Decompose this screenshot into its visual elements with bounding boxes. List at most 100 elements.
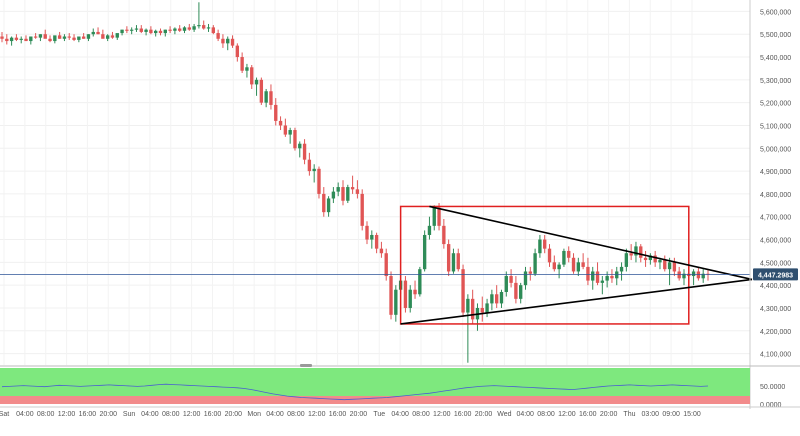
candle [72, 34, 76, 42]
candle-body [206, 27, 211, 29]
y-tick-label: 5,600,000 [760, 9, 791, 16]
candle [206, 23, 211, 32]
candle-body [125, 29, 129, 31]
x-tick-label: 08:00 [162, 411, 180, 418]
candle-body [547, 248, 552, 263]
candle-body [485, 303, 489, 313]
x-tick-label: Sun [123, 411, 136, 418]
candle-body [619, 266, 624, 272]
candle [595, 262, 600, 286]
candle [427, 216, 432, 240]
candle-body [57, 35, 62, 39]
candle-body [19, 38, 23, 40]
indicator-upper-zone [0, 368, 750, 396]
candle [67, 33, 71, 40]
x-tick-label: 16:00 [454, 411, 472, 418]
candle [105, 34, 110, 42]
candle [326, 196, 331, 217]
candle-body [442, 225, 446, 245]
candle-body [9, 37, 14, 42]
candle-body [567, 250, 571, 258]
candle [394, 285, 398, 322]
candle [0, 31, 4, 43]
candle [543, 234, 547, 254]
candle-body [461, 269, 465, 313]
candle [432, 205, 436, 231]
candle [96, 27, 100, 35]
candle [187, 23, 191, 31]
x-tick-label: 20:00 [600, 411, 618, 418]
candle-body [197, 25, 201, 27]
candle-body [701, 273, 705, 279]
candle [230, 35, 235, 48]
candle [701, 269, 705, 283]
candle-body [629, 253, 633, 256]
candle [336, 182, 340, 197]
candle-body [634, 246, 638, 256]
candle [591, 266, 595, 290]
candle-body [317, 168, 321, 194]
x-tick-label: 03:00 [642, 411, 660, 418]
candle-body [677, 271, 681, 279]
candle [547, 244, 552, 267]
candle-body [254, 79, 259, 85]
candle-body [509, 276, 513, 283]
candle [259, 77, 264, 105]
candle [350, 175, 355, 194]
candle [691, 269, 696, 286]
candle [557, 262, 561, 279]
candle-body [499, 292, 504, 304]
candle-body [533, 253, 537, 274]
candle [624, 248, 629, 272]
candle-body [105, 35, 110, 39]
candle-body [514, 282, 518, 299]
candle-body [648, 255, 653, 261]
candle [451, 248, 456, 274]
candle [29, 36, 33, 45]
candle [682, 269, 686, 286]
y-tick-label: 4,800,000 [760, 192, 791, 199]
candle-body [389, 276, 393, 315]
candle [615, 266, 619, 286]
x-tick-label: 20:00 [350, 411, 368, 418]
candle [33, 33, 38, 39]
x-tick-label: 12:00 [308, 411, 326, 418]
candle-body [5, 38, 9, 42]
candle-body [331, 191, 336, 199]
candle-body [422, 234, 427, 270]
candle-body [384, 253, 388, 277]
candle-body [350, 187, 355, 190]
candle-body [187, 27, 191, 30]
candle [672, 257, 677, 277]
candle [24, 35, 28, 42]
candle-body [269, 91, 273, 105]
candle-body [557, 264, 561, 270]
candle [211, 25, 216, 35]
candle [653, 250, 657, 267]
indicator-lower-zone [0, 396, 750, 404]
indicator-tick-label: 0.0000 [760, 402, 782, 409]
candle-body [490, 294, 494, 304]
candle-body [77, 36, 81, 40]
candle-body [538, 239, 542, 254]
candle [269, 84, 273, 110]
candle-body [639, 246, 643, 258]
candle [504, 271, 508, 297]
candle [317, 166, 321, 199]
y-tick-label: 5,200,000 [760, 101, 791, 108]
candle [202, 20, 206, 30]
x-tick-label: 12:00 [183, 411, 201, 418]
candle-body [432, 207, 436, 226]
candle-body [528, 271, 532, 274]
candle-body [504, 276, 508, 292]
x-tick-label: 08:00 [37, 411, 55, 418]
candle-body [182, 27, 187, 31]
y-tick-label: 5,100,000 [760, 123, 791, 130]
candle-body [24, 38, 28, 42]
candle [538, 234, 542, 258]
candle-body [562, 250, 566, 265]
candle-body [29, 36, 33, 42]
candle [129, 27, 134, 35]
candle [158, 28, 163, 36]
candle [648, 253, 653, 265]
